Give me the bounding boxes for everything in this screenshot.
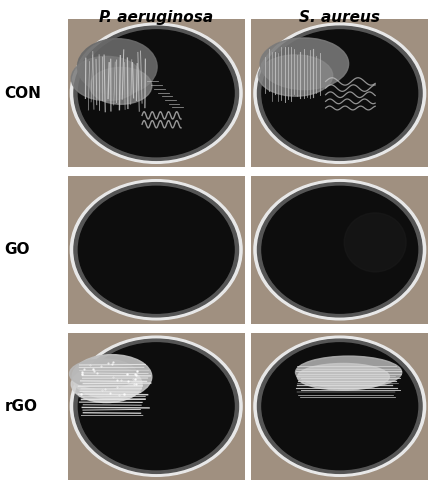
Ellipse shape — [72, 354, 152, 399]
Ellipse shape — [344, 213, 406, 272]
Ellipse shape — [69, 359, 137, 388]
Text: P. aeruginosa: P. aeruginosa — [99, 10, 213, 25]
Ellipse shape — [254, 336, 426, 476]
Ellipse shape — [262, 186, 418, 313]
Ellipse shape — [254, 180, 426, 320]
Ellipse shape — [74, 339, 239, 473]
Ellipse shape — [77, 38, 157, 94]
Ellipse shape — [74, 26, 239, 160]
Ellipse shape — [257, 26, 422, 160]
Ellipse shape — [260, 38, 349, 90]
Ellipse shape — [297, 364, 389, 390]
Ellipse shape — [71, 366, 142, 403]
Ellipse shape — [70, 336, 242, 476]
Ellipse shape — [262, 30, 418, 156]
Ellipse shape — [257, 182, 422, 317]
Text: CON: CON — [4, 86, 41, 101]
Ellipse shape — [90, 68, 152, 104]
Ellipse shape — [262, 343, 418, 469]
Text: GO: GO — [4, 242, 30, 258]
Ellipse shape — [295, 356, 402, 388]
Ellipse shape — [78, 186, 234, 313]
Ellipse shape — [71, 56, 142, 100]
Ellipse shape — [78, 30, 234, 156]
Ellipse shape — [70, 23, 242, 164]
Ellipse shape — [258, 55, 333, 96]
Ellipse shape — [78, 343, 234, 469]
Ellipse shape — [74, 182, 239, 317]
Ellipse shape — [70, 180, 242, 320]
Ellipse shape — [257, 339, 422, 473]
Text: S. aureus: S. aureus — [299, 10, 380, 25]
Text: rGO: rGO — [4, 399, 38, 414]
Ellipse shape — [254, 23, 426, 164]
